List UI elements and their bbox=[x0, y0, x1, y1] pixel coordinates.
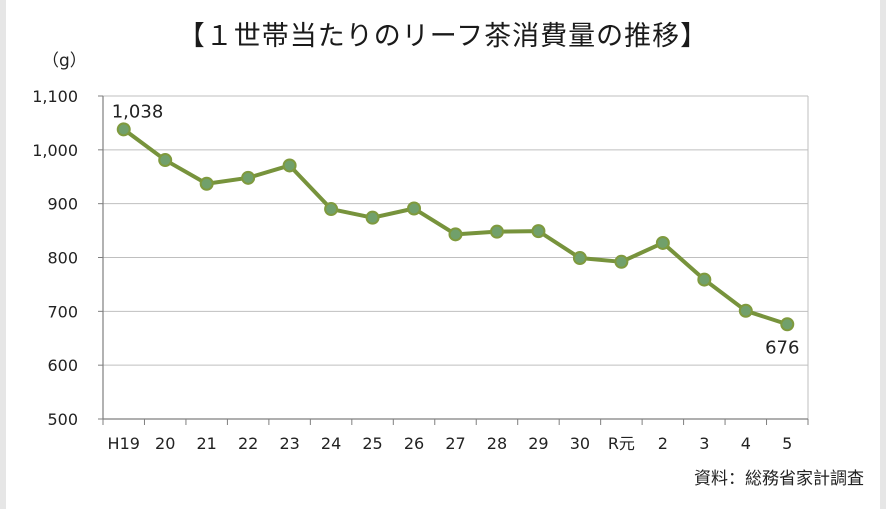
x-tick-label: 26 bbox=[404, 434, 424, 453]
x-tick-label: 23 bbox=[279, 434, 299, 453]
y-tick-label: 900 bbox=[47, 195, 78, 214]
x-tick-label: H19 bbox=[108, 434, 140, 453]
y-tick-label: 1,100 bbox=[32, 87, 78, 106]
y-tick-label: 1,000 bbox=[32, 141, 78, 160]
right-frame-border bbox=[880, 0, 886, 509]
data-point-marker bbox=[697, 272, 712, 287]
data-point-marker bbox=[241, 170, 256, 185]
x-tick-label: 21 bbox=[196, 434, 216, 453]
data-point-marker bbox=[324, 202, 339, 217]
data-label: 1,038 bbox=[112, 101, 164, 122]
x-tick-label: 4 bbox=[741, 434, 751, 453]
y-tick-label: 600 bbox=[47, 356, 78, 375]
y-tick-label: 700 bbox=[47, 302, 78, 321]
data-point-marker bbox=[365, 210, 380, 225]
x-tick-label: 30 bbox=[570, 434, 590, 453]
x-tick-label: 29 bbox=[528, 434, 548, 453]
data-point-marker bbox=[448, 227, 463, 242]
y-tick-label: 500 bbox=[47, 410, 78, 429]
data-point-marker bbox=[655, 235, 670, 250]
chart-title: 【１世帯当たりのリーフ茶消費量の推移】 bbox=[177, 21, 709, 52]
data-point-marker bbox=[407, 201, 422, 216]
y-axis-unit-label: （g） bbox=[42, 51, 87, 71]
data-point-marker bbox=[116, 122, 131, 137]
data-point-marker bbox=[489, 224, 504, 239]
x-tick-label: 5 bbox=[782, 434, 792, 453]
data-point-marker bbox=[780, 317, 795, 332]
x-tick-label: 3 bbox=[699, 434, 709, 453]
left-frame-border bbox=[0, 0, 6, 509]
x-tick-label: 28 bbox=[487, 434, 507, 453]
data-point-marker bbox=[199, 176, 214, 191]
data-point-marker bbox=[614, 254, 629, 269]
x-tick-label: 20 bbox=[155, 434, 175, 453]
x-tick-label: 24 bbox=[321, 434, 341, 453]
data-label: 676 bbox=[765, 337, 799, 358]
y-tick-label: 800 bbox=[47, 249, 78, 268]
data-point-marker bbox=[158, 153, 173, 168]
x-tick-label: 2 bbox=[658, 434, 668, 453]
data-point-marker bbox=[738, 303, 753, 318]
data-point-marker bbox=[282, 158, 297, 173]
x-tick-label: 22 bbox=[238, 434, 258, 453]
data-point-marker bbox=[572, 251, 587, 266]
x-tick-label: 25 bbox=[362, 434, 382, 453]
x-tick-label: R元 bbox=[608, 434, 635, 453]
series-line bbox=[122, 127, 788, 327]
data-point-marker bbox=[531, 224, 546, 239]
x-tick-label: 27 bbox=[445, 434, 465, 453]
source-note: 資料：総務省家計調査 bbox=[694, 469, 864, 489]
